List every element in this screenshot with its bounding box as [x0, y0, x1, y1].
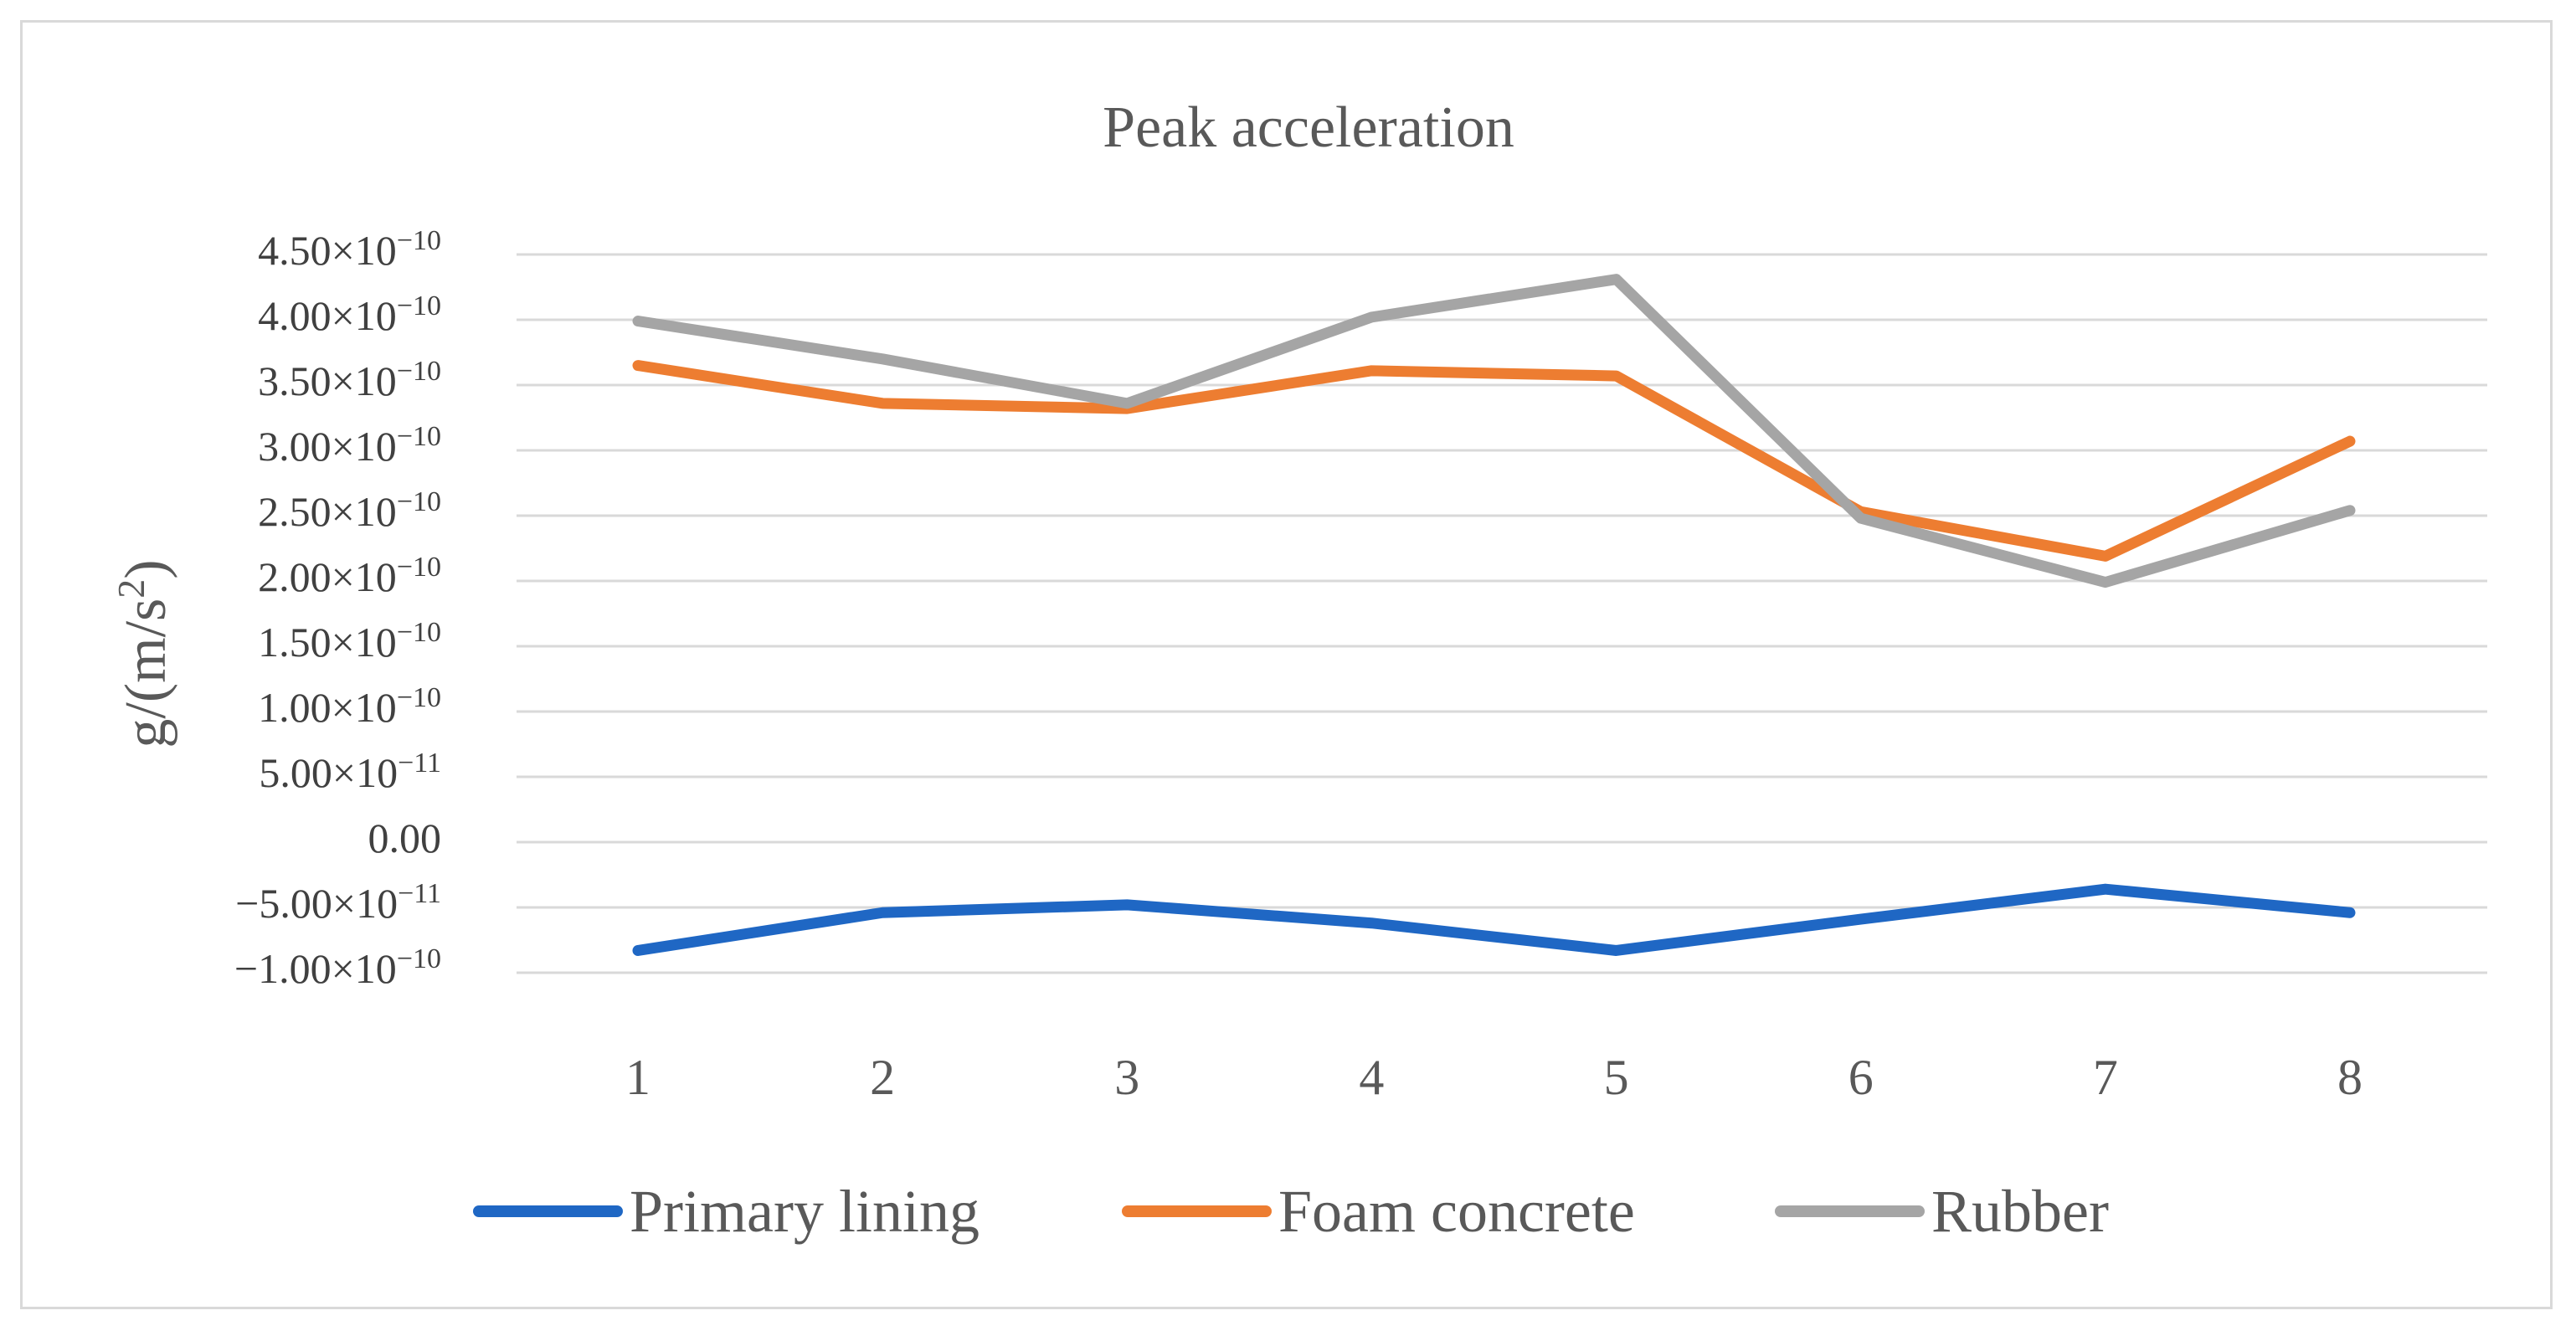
y-axis-label-tail: ): [114, 559, 178, 578]
y-tick-mantissa: 0.00: [368, 815, 442, 861]
chart-title: Peak acceleration: [1103, 95, 1514, 160]
y-tick-mantissa: 3.50×10: [258, 357, 397, 404]
legend: Primary lining Foam concrete Rubber: [473, 1178, 2109, 1245]
y-tick-label: 5.00×10−11: [259, 748, 441, 796]
series-line-foam-concrete: [632, 360, 2356, 562]
y-tick-label: 3.50×10−10: [258, 356, 441, 404]
y-tick-label: 2.00×10−10: [258, 552, 441, 600]
y-tick-exponent: −11: [398, 878, 441, 909]
y-tick-exponent: −10: [397, 356, 441, 387]
y-tick-mantissa: 5.00×10: [259, 749, 398, 796]
legend-item-primary-lining: Primary lining: [473, 1178, 979, 1245]
y-axis-label-base: g/(m/s: [114, 599, 178, 748]
y-tick-exponent: −10: [397, 225, 441, 256]
x-tick-label: 2: [870, 1050, 895, 1105]
y-tick-exponent: −10: [397, 617, 441, 648]
y-tick-label: 4.00×10−10: [258, 290, 441, 339]
y-tick-label: 0.00: [368, 815, 442, 861]
y-tick-mantissa: 1.50×10: [258, 619, 397, 666]
legend-label: Foam concrete: [1278, 1178, 1635, 1245]
y-tick-label: 4.50×10−10: [258, 225, 441, 274]
x-axis-tick-labels: 1 2 3 4 5 6 7 8: [625, 1050, 2363, 1105]
y-tick-exponent: −10: [397, 943, 441, 974]
legend-item-foam-concrete: Foam concrete: [1122, 1178, 1635, 1245]
y-axis-label-superscript: 2: [110, 579, 152, 599]
y-tick-exponent: −11: [398, 748, 441, 779]
y-tick-label: −1.00×10−10: [234, 943, 441, 992]
y-tick-label: 1.50×10−10: [258, 617, 441, 666]
y-axis-tick-labels: 4.50×10−104.00×10−103.50×10−103.00×10−10…: [234, 225, 441, 992]
y-tick-exponent: −10: [397, 421, 441, 452]
y-tick-mantissa: 4.00×10: [258, 292, 397, 339]
x-tick-label: 6: [1848, 1050, 1874, 1105]
line-chart: Peak acceleration 4.50×10−104.00×10−103.…: [110, 95, 2487, 1245]
legend-label: Rubber: [1931, 1178, 2109, 1245]
y-tick-exponent: −10: [397, 552, 441, 583]
series-lines: [632, 274, 2356, 956]
y-tick-exponent: −10: [397, 682, 441, 713]
x-tick-label: 5: [1604, 1050, 1629, 1105]
x-tick-label: 3: [1114, 1050, 1139, 1105]
x-tick-label: 1: [625, 1050, 650, 1105]
y-tick-mantissa: −1.00×10: [234, 945, 397, 992]
y-tick-label: 2.50×10−10: [258, 486, 441, 535]
y-tick-mantissa: 1.00×10: [258, 684, 397, 731]
series-line-rubber: [632, 274, 2356, 588]
series-line-primary-lining: [632, 883, 2356, 956]
y-tick-mantissa: 3.00×10: [258, 423, 397, 470]
y-tick-exponent: −10: [397, 486, 441, 517]
legend-item-rubber: Rubber: [1775, 1178, 2109, 1245]
x-tick-label: 4: [1359, 1050, 1384, 1105]
y-tick-exponent: −10: [397, 290, 441, 321]
y-tick-mantissa: −5.00×10: [235, 880, 398, 927]
y-tick-label: 1.00×10−10: [258, 682, 441, 731]
legend-label: Primary lining: [630, 1178, 979, 1245]
x-tick-label: 8: [2337, 1050, 2363, 1105]
y-tick-mantissa: 2.00×10: [258, 553, 397, 600]
y-tick-label: 3.00×10−10: [258, 421, 441, 470]
y-tick-label: −5.00×10−11: [235, 878, 441, 927]
x-tick-label: 7: [2093, 1050, 2118, 1105]
gridlines: [517, 253, 2487, 974]
y-tick-mantissa: 2.50×10: [258, 488, 397, 535]
y-axis-label: g/(m/s2): [110, 559, 179, 748]
chart-frame: Peak acceleration 4.50×10−10 4.00×10−10 3.…: [20, 20, 2553, 1309]
y-tick-mantissa: 4.50×10: [258, 227, 397, 274]
